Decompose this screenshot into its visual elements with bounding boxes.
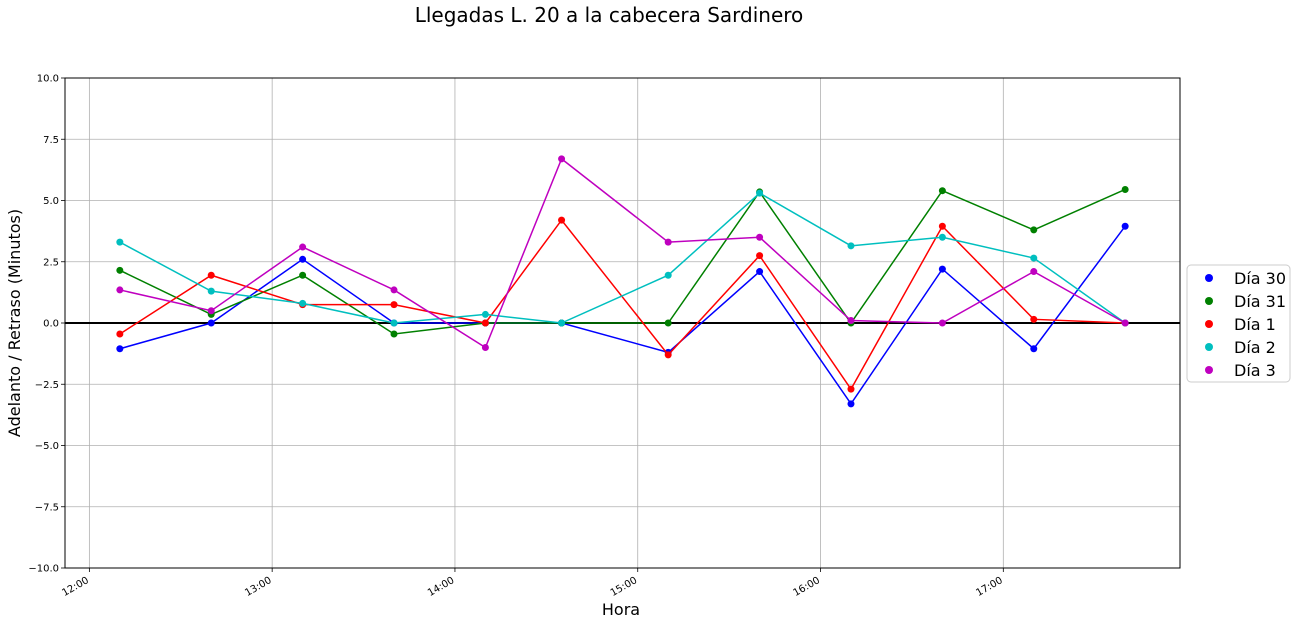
legend-marker (1205, 366, 1213, 374)
legend-label: Día 3 (1234, 361, 1276, 380)
series-line (119, 188, 1126, 335)
data-point (847, 400, 855, 408)
series-line (119, 218, 1126, 391)
data-point (481, 310, 489, 318)
data-point (207, 307, 215, 315)
data-point (116, 266, 124, 274)
data-point (938, 187, 946, 195)
data-point (756, 252, 764, 260)
data-point (390, 319, 398, 327)
data-point (207, 271, 215, 279)
data-point (116, 345, 124, 353)
data-point (1030, 254, 1038, 262)
y-tick-label: −2.5 (35, 380, 59, 391)
data-point (847, 317, 855, 325)
chart-title: Llegadas L. 20 a la cabecera Sardinero (415, 3, 804, 27)
series-día-1 (116, 216, 1129, 393)
data-point (299, 299, 307, 307)
data-point (299, 243, 307, 251)
data-point (299, 255, 307, 263)
y-axis: 10.0 7.5 5.0 2.5 0.0 −2.5 −5.0 −7.5 −10.0 (28, 74, 65, 575)
data-point (558, 216, 566, 224)
y-tick-label: 10.0 (37, 74, 59, 85)
data-point (1030, 226, 1038, 234)
data-point (664, 271, 672, 279)
legend-box (1186, 264, 1291, 383)
data-point (116, 330, 124, 338)
data-point (481, 344, 489, 351)
legend-marker (1205, 320, 1213, 328)
y-tick-label: −5.0 (35, 441, 59, 452)
data-point (938, 222, 946, 230)
data-point (558, 319, 566, 327)
data-point (756, 189, 764, 197)
data-point (390, 301, 398, 309)
data-point (1030, 315, 1038, 323)
y-tick-label: 2.5 (43, 257, 59, 268)
data-point (847, 242, 855, 250)
x-axis-label: Hora (602, 600, 640, 619)
data-point (756, 268, 764, 276)
legend-label: Día 30 (1234, 269, 1286, 288)
data-point (207, 287, 215, 295)
data-point (664, 238, 672, 246)
y-tick-label: 7.5 (43, 135, 59, 146)
legend-marker (1205, 343, 1213, 351)
y-tick-label: −7.5 (35, 502, 59, 513)
data-point (299, 271, 307, 279)
data-point (1030, 268, 1038, 276)
legend-label: Día 2 (1234, 338, 1276, 357)
data-point (938, 265, 946, 273)
data-point (390, 286, 398, 294)
y-tick-label: 0.0 (43, 319, 59, 330)
series-line (119, 225, 1126, 406)
y-tick-label: 5.0 (43, 196, 59, 207)
data-point (938, 319, 946, 327)
series-día-3 (116, 155, 1129, 351)
data-point (938, 233, 946, 241)
data-point (756, 233, 764, 241)
legend-marker (1205, 274, 1213, 282)
data-point (1030, 345, 1038, 353)
series-line (119, 192, 1126, 324)
data-point (1121, 222, 1129, 230)
series-line (119, 157, 1126, 349)
y-tick-label: −10.0 (28, 564, 59, 575)
data-point (116, 238, 124, 246)
data-point (1121, 185, 1129, 193)
legend-marker (1205, 297, 1213, 305)
data-point (664, 319, 672, 327)
legend-label: Día 1 (1234, 315, 1276, 334)
data-point (481, 319, 489, 327)
data-point (664, 351, 672, 359)
data-point (390, 330, 398, 338)
data-point (116, 286, 124, 294)
legend: Día 30 Día 31 Día 1 Día 2 Día 3 (1186, 264, 1291, 383)
series-día-2 (116, 189, 1129, 327)
data-point (1121, 319, 1129, 327)
series-layer (116, 155, 1129, 408)
data-point (847, 385, 855, 393)
legend-label: Día 31 (1234, 292, 1286, 311)
data-point (558, 155, 566, 163)
y-axis-label: Adelanto / Retraso (Minutos) (5, 209, 24, 437)
data-point (207, 319, 215, 327)
